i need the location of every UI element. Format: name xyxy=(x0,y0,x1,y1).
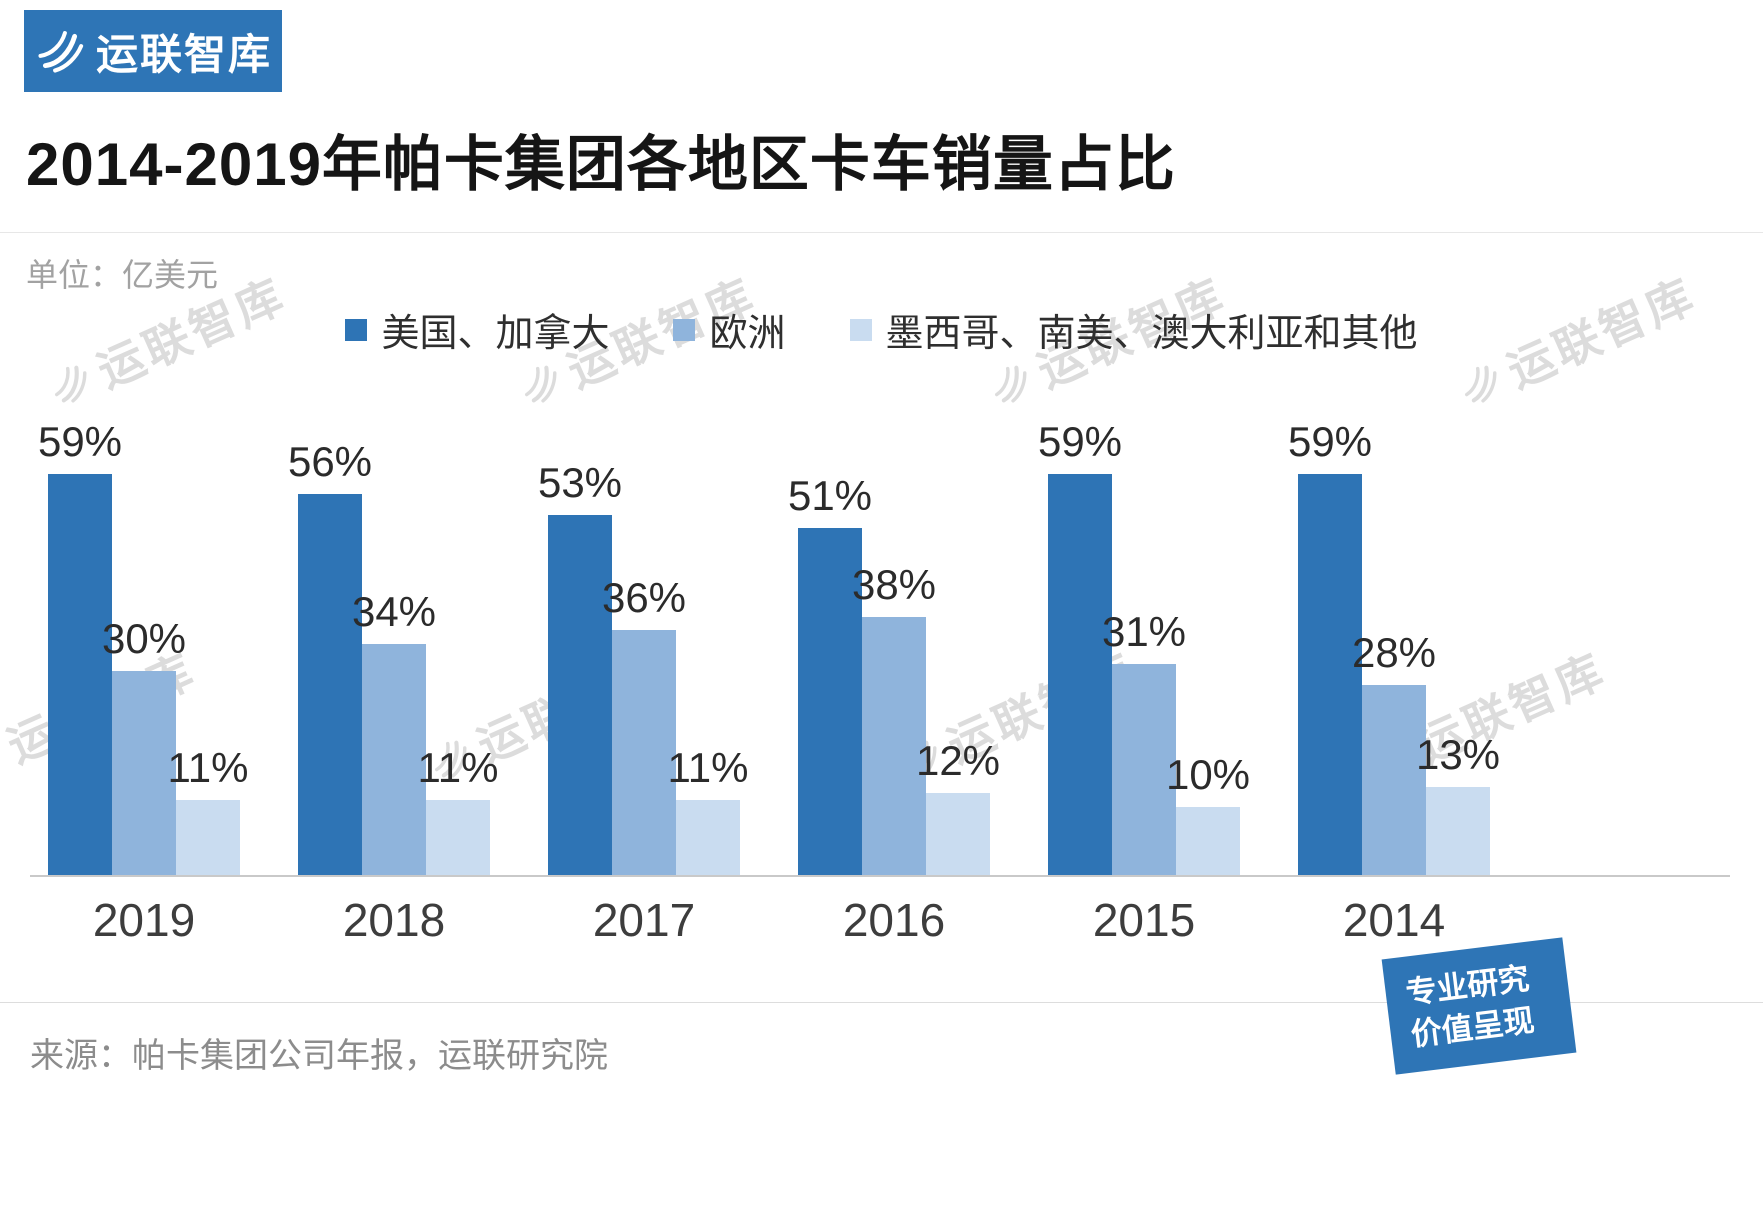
bar-value-label: 56% xyxy=(287,438,373,486)
bar-group: 51% 38% 12% xyxy=(788,472,1000,875)
watermark-swirl-icon xyxy=(994,365,1027,403)
category-label: 2018 xyxy=(342,894,446,946)
bar xyxy=(112,671,176,875)
bar-cell: 11% xyxy=(668,744,748,875)
legend-swatch xyxy=(345,318,368,341)
bar-value-label: 31% xyxy=(1101,608,1187,656)
bar-group: 56% 34% 11% xyxy=(288,438,498,875)
bar-cell: 51% xyxy=(788,472,872,875)
bar-value-label: 28% xyxy=(1351,628,1437,676)
bar-group: 59% 31% 10% xyxy=(1038,418,1250,875)
bar-value-label: 11% xyxy=(417,744,499,792)
bar-value-label: 59% xyxy=(1287,417,1373,465)
footer-divider xyxy=(0,1002,1763,1003)
bars-area: 59% 30% 11% 56% 34% 11% 53% 36% 11% 51% 38% 12% 59% 3… xyxy=(30,365,1730,877)
bar-value-label: 10% xyxy=(1165,751,1251,798)
legend-label: 墨西哥、南美、澳大利亚和其他 xyxy=(885,313,1418,355)
category-label: 2017 xyxy=(592,894,696,946)
corner-badge: 专业研究 价值呈现 xyxy=(1381,937,1577,1075)
legend-item: 欧洲 xyxy=(673,302,786,357)
bar-cell: 10% xyxy=(1166,751,1250,875)
bar-cell: 12% xyxy=(916,737,1000,875)
title-divider xyxy=(0,232,1763,233)
bar-cell: 56% xyxy=(288,438,372,875)
bar-value-label: 51% xyxy=(787,472,873,520)
bar xyxy=(1298,473,1362,875)
bar xyxy=(926,793,990,875)
bar-cell: 34% xyxy=(352,588,436,875)
bar-cell: 13% xyxy=(1416,731,1500,875)
bar-value-label: 11% xyxy=(667,744,749,792)
legend-label: 欧洲 xyxy=(709,313,786,355)
bar-value-label: 59% xyxy=(1037,417,1123,465)
watermark: 运联智库 xyxy=(507,260,766,424)
watermark-swirl-icon xyxy=(434,740,467,778)
bar xyxy=(548,514,612,875)
bar-cell: 59% xyxy=(38,418,122,875)
bar-value-label: 59% xyxy=(37,417,123,465)
watermark-swirl-icon xyxy=(1464,365,1497,403)
category-label: 2016 xyxy=(842,894,946,946)
bar-value-label: 53% xyxy=(537,458,623,506)
legend-label: 美国、加拿大 xyxy=(381,313,610,355)
bar xyxy=(426,800,490,875)
bar-value-label: 34% xyxy=(351,587,437,635)
legend-swatch xyxy=(849,318,872,341)
bar-cell: 30% xyxy=(102,615,186,875)
bar xyxy=(676,800,740,875)
category-label: 2015 xyxy=(1092,894,1196,946)
bar xyxy=(862,616,926,875)
logo-text: 运联智库 xyxy=(95,30,272,78)
legend-item: 美国、加拿大 xyxy=(345,302,609,357)
bar-cell: 59% xyxy=(1288,418,1372,875)
unit-label: 单位：亿美元 xyxy=(26,257,219,293)
bar-group: 59% 28% 13% xyxy=(1288,418,1500,875)
bar xyxy=(1176,807,1240,875)
bar-cell: 28% xyxy=(1352,629,1436,875)
watermark-swirl-icon xyxy=(54,365,87,403)
bar-cell: 38% xyxy=(852,561,936,875)
category-labels: 2019 2018 2017 2016 2015 2014 xyxy=(30,893,1730,947)
bar-value-label: 12% xyxy=(915,737,1001,785)
bar xyxy=(612,630,676,875)
legend: 美国、加拿大 欧洲 墨西哥、南美、澳大利亚和其他 xyxy=(0,302,1763,357)
category-label: 2019 xyxy=(92,894,196,946)
source-label: 来源：帕卡集团公司年报，运联研究院 xyxy=(30,1037,608,1075)
bar-cell: 11% xyxy=(168,744,248,875)
page-title: 2014-2019年帕卡集团各地区卡车销量占比 xyxy=(26,131,1176,198)
bar xyxy=(298,494,362,875)
bar-value-label: 30% xyxy=(101,615,187,662)
bar xyxy=(798,528,862,875)
bar-value-label: 13% xyxy=(1415,730,1501,778)
watermark: 运联智库 xyxy=(977,260,1236,424)
bar xyxy=(176,800,240,875)
watermark: 运联智库 xyxy=(417,635,676,799)
legend-item: 墨西哥、南美、澳大利亚和其他 xyxy=(849,302,1418,357)
bar xyxy=(362,643,426,875)
legend-swatch xyxy=(673,318,696,341)
bar xyxy=(1362,684,1426,875)
bar-cell: 31% xyxy=(1102,608,1186,875)
bar-group: 59% 30% 11% xyxy=(38,418,248,875)
bar-chart: 59% 30% 11% 56% 34% 11% 53% 36% 11% 51% 38% 12% 59% 3… xyxy=(30,365,1730,947)
bar-cell: 11% xyxy=(418,744,498,875)
bar xyxy=(1048,473,1112,875)
bar-cell: 53% xyxy=(538,459,622,875)
watermark-swirl-icon xyxy=(524,365,557,403)
category-label: 2014 xyxy=(1342,894,1446,946)
watermark: 运联智库 xyxy=(37,260,296,424)
logo-swirl-icon xyxy=(38,31,84,73)
bar-group: 53% 36% 11% xyxy=(538,459,748,875)
brand-logo: 运联智库 xyxy=(24,10,282,92)
watermark: 运联智库 xyxy=(1447,260,1706,424)
bar-cell: 59% xyxy=(1038,418,1122,875)
bar-value-label: 11% xyxy=(167,744,249,792)
bar xyxy=(48,473,112,875)
bar xyxy=(1426,786,1490,875)
bar-value-label: 36% xyxy=(601,574,687,622)
bar xyxy=(1112,664,1176,875)
bar-value-label: 38% xyxy=(851,560,937,608)
bar-cell: 36% xyxy=(602,574,686,875)
